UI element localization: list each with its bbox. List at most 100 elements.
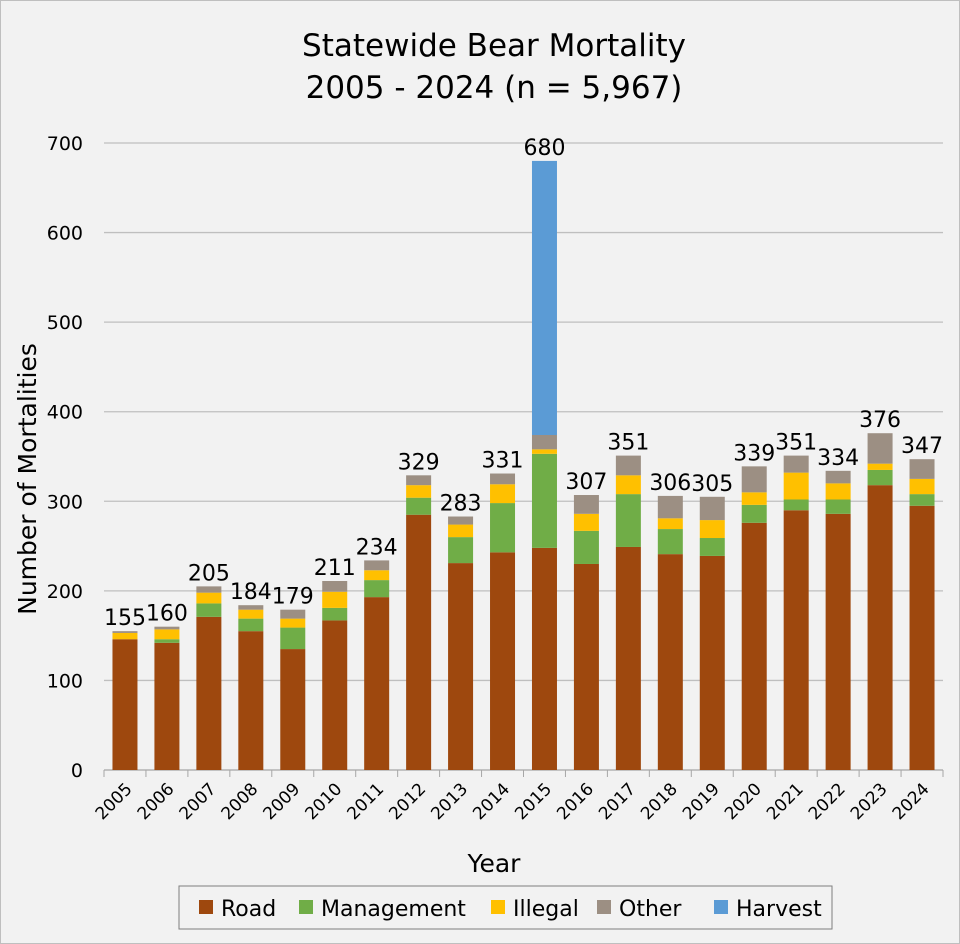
bar-segment-road [364, 597, 390, 770]
legend-label-harvest: Harvest [736, 897, 822, 922]
bar-segment-road [531, 547, 557, 770]
legend-box [178, 885, 833, 930]
bar-segment-road [154, 642, 180, 770]
bar-segment-management [657, 529, 683, 555]
bar-segment-illegal [699, 520, 725, 539]
bar-segment-management [364, 580, 390, 598]
bar-segment-other [154, 626, 180, 630]
x-tick-label: 2011 [343, 779, 388, 824]
bar-segment-management [699, 538, 725, 556]
bar-segment-other [573, 495, 599, 514]
bar-segment-road [406, 514, 432, 770]
bar-segment-road [448, 563, 474, 770]
bar-segment-road [741, 522, 767, 770]
bar-segment-road [322, 620, 348, 770]
bar-segment-illegal [867, 463, 893, 470]
x-tick-label: 2014 [469, 779, 514, 824]
y-tick-label: 100 [47, 670, 83, 692]
bar-segment-illegal [909, 478, 935, 495]
bar-segment-management [741, 504, 767, 523]
bar-segment-other [741, 466, 767, 493]
legend-label-illegal: Illegal [513, 897, 579, 922]
bar-segment-road [909, 505, 935, 770]
total-data-label: 307 [565, 470, 607, 495]
bar-segment-other [615, 455, 641, 476]
bar-segment-management [448, 537, 474, 564]
x-tick-label: 2020 [721, 779, 766, 824]
total-data-label: 376 [859, 408, 901, 433]
bar-segment-road [825, 513, 851, 770]
x-axis-label: Year [467, 849, 522, 878]
x-tick-label: 2023 [847, 779, 892, 824]
x-tick-label: 2013 [427, 779, 472, 824]
y-tick-label: 400 [47, 402, 83, 424]
bar-segment-road [112, 639, 138, 770]
bar-segment-illegal [364, 570, 390, 581]
bar-segment-other [406, 475, 432, 486]
total-data-label: 306 [649, 471, 691, 496]
x-tick-label: 2005 [92, 779, 137, 824]
bar-segment-management [154, 639, 180, 643]
bar-segment-illegal [406, 485, 432, 498]
bar-segment-management [196, 603, 222, 617]
total-data-label: 305 [691, 472, 733, 497]
total-data-label: 680 [523, 136, 565, 161]
total-data-label: 211 [314, 556, 356, 581]
bar-segment-management [573, 530, 599, 564]
bar-segment-other [909, 459, 935, 479]
bar-segment-illegal [531, 449, 557, 454]
bar-segment-other [112, 631, 138, 633]
x-tick-label: 2008 [218, 779, 263, 824]
bar-segment-other [364, 560, 390, 571]
bar-segment-other [448, 516, 474, 525]
bar-segment-management [531, 453, 557, 548]
bar-segment-other [196, 586, 222, 593]
total-data-label: 205 [188, 561, 230, 586]
total-data-label: 351 [607, 431, 649, 456]
chart-title-line2: 2005 - 2024 (n = 5,967) [306, 70, 683, 106]
bar-segment-management [909, 494, 935, 506]
y-tick-label: 300 [47, 491, 83, 513]
total-data-label: 283 [440, 492, 482, 517]
total-data-label: 160 [146, 602, 188, 627]
y-tick-label: 700 [47, 133, 83, 155]
bar-segment-illegal [615, 475, 641, 495]
bar-segment-illegal [238, 609, 264, 619]
y-tick-label: 500 [47, 312, 83, 334]
bar-segment-other [280, 609, 306, 619]
bar-segment-management [406, 497, 432, 515]
bar-segment-road [196, 616, 222, 770]
x-tick-label: 2017 [595, 779, 640, 824]
total-data-label: 339 [733, 441, 775, 466]
bar-segment-management [280, 627, 306, 650]
x-tick-label: 2009 [260, 779, 305, 824]
x-tick-label: 2019 [679, 779, 724, 824]
bar-segment-illegal [490, 484, 516, 504]
x-tick-label: 2021 [763, 779, 808, 824]
bar-segment-road [657, 554, 683, 770]
y-tick-label: 200 [47, 581, 83, 603]
bar-segment-management [615, 494, 641, 547]
bar-segment-road [280, 649, 306, 770]
bar-segment-road [238, 631, 264, 770]
bar-segment-management [867, 469, 893, 486]
bar-segment-illegal [154, 629, 180, 640]
bar-segment-road [783, 510, 809, 770]
bar-segment-road [699, 555, 725, 770]
legend-swatch-other [597, 900, 611, 914]
bar-segment-road [573, 563, 599, 770]
x-tick-label: 2010 [302, 779, 347, 824]
y-tick-label: 600 [47, 223, 83, 245]
x-tick-label: 2006 [134, 779, 179, 824]
x-tick-label: 2007 [176, 779, 221, 824]
bar-segment-illegal [280, 618, 306, 628]
legend-swatch-illegal [491, 900, 505, 914]
bar-segment-road [490, 552, 516, 770]
bar-segment-illegal [657, 518, 683, 530]
bar-segment-road [615, 546, 641, 770]
bar-segment-management [825, 499, 851, 514]
x-tick-label: 2018 [637, 779, 682, 824]
legend-label-management: Management [321, 897, 466, 922]
bar-segment-illegal [783, 472, 809, 500]
